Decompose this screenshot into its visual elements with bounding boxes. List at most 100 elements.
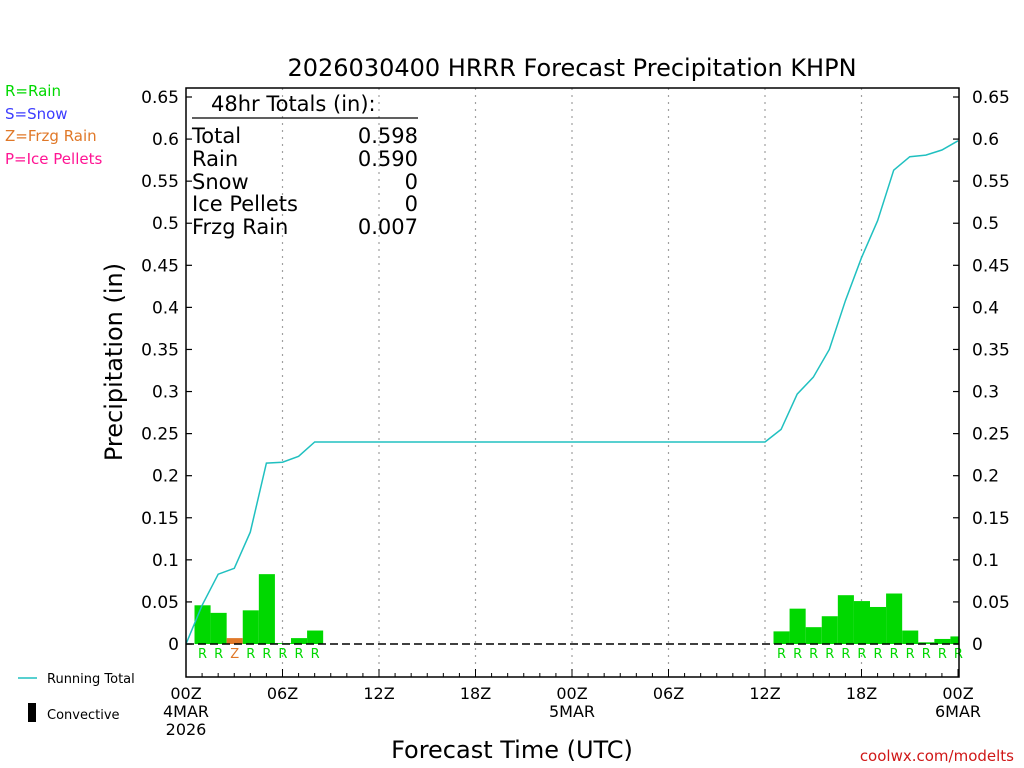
bar-type-label: R bbox=[311, 647, 320, 662]
bar-type-label: R bbox=[841, 647, 850, 662]
precip-type-legend: R=Rain S=Snow Z=Frzg Rain P=Ice Pellets bbox=[5, 82, 102, 168]
y-tick-label-left: 0.4 bbox=[152, 298, 179, 318]
totals-value-rain: 0.590 bbox=[358, 147, 418, 171]
bar-type-label: R bbox=[777, 647, 786, 662]
bar-type-label: R bbox=[246, 647, 255, 662]
x-tick-label: 6MAR bbox=[935, 702, 981, 721]
precip-bar bbox=[773, 631, 790, 644]
bar-type-label: R bbox=[214, 647, 223, 662]
line-legend: Running Total Convective bbox=[18, 672, 135, 723]
y-ticks-left: 0.65 0.6 0.55 0.5 0.45 0.4 0.35 0.3 0.25 0.2 0.15 0… bbox=[141, 88, 192, 655]
precip-bar bbox=[226, 638, 243, 644]
y-tick-label-right: 0.2 bbox=[972, 467, 999, 487]
precip-bar bbox=[886, 593, 903, 644]
y-tick-label-left: 0.65 bbox=[141, 88, 179, 108]
precip-bar bbox=[870, 606, 887, 644]
bar-type-label: R bbox=[198, 647, 207, 662]
x-tick-label: 12Z bbox=[363, 684, 394, 703]
precip-bar bbox=[291, 638, 308, 644]
bar-type-label: R bbox=[295, 647, 304, 662]
precip-bar bbox=[194, 605, 211, 644]
precip-bar bbox=[950, 636, 959, 644]
totals-label-frzg-rain: Frzg Rain bbox=[192, 215, 288, 239]
x-tick-label: 00Z bbox=[556, 684, 587, 703]
precip-bar bbox=[934, 638, 951, 644]
y-tick-label-left: 0.55 bbox=[141, 172, 179, 192]
y-tick-label-right: 0.65 bbox=[972, 88, 1010, 108]
y-tick-label-left: 0.45 bbox=[141, 256, 179, 276]
bar-type-label: R bbox=[809, 647, 818, 662]
convective-legend-swatch bbox=[28, 703, 36, 722]
totals-label-total: Total bbox=[191, 124, 241, 148]
bar-type-label: R bbox=[857, 647, 866, 662]
bar-type-label: R bbox=[825, 647, 834, 662]
y-tick-label-right: 0.55 bbox=[972, 172, 1010, 192]
x-tick-label: 2026 bbox=[166, 720, 207, 739]
y-ticks-right: 0.65 0.6 0.55 0.5 0.45 0.4 0.35 0.3 0.25 0.2 0.15 0… bbox=[953, 88, 1010, 655]
y-tick-label-left: 0.2 bbox=[152, 467, 179, 487]
y-tick-label-right: 0.3 bbox=[972, 383, 999, 403]
x-tick-label: 5MAR bbox=[549, 702, 595, 721]
bar-type-label: R bbox=[890, 647, 899, 662]
precip-bar bbox=[918, 642, 935, 644]
x-tick-label: 18Z bbox=[846, 684, 877, 703]
bar-type-label: R bbox=[922, 647, 931, 662]
legend-frzg-rain: Z=Frzg Rain bbox=[5, 127, 97, 145]
running-total-line bbox=[185, 140, 959, 645]
legend-ice-pellets: P=Ice Pellets bbox=[5, 150, 102, 168]
totals-header: 48hr Totals (in): bbox=[211, 92, 376, 116]
y-tick-label-right: 0.5 bbox=[972, 214, 999, 234]
legend-rain: R=Rain bbox=[5, 82, 61, 100]
precip-bar bbox=[853, 601, 870, 644]
bar-type-label: R bbox=[906, 647, 915, 662]
bar-type-label: Z bbox=[230, 647, 239, 662]
y-tick-label-right: 0.4 bbox=[972, 298, 999, 318]
y-tick-label-right: 0.15 bbox=[972, 509, 1010, 529]
x-tick-label: 06Z bbox=[267, 684, 298, 703]
precip-bar bbox=[258, 574, 275, 644]
precip-bar bbox=[307, 630, 324, 644]
y-tick-label-left: 0.15 bbox=[141, 509, 179, 529]
totals-value-frzg-rain: 0.007 bbox=[358, 215, 418, 239]
y-tick-label-left: 0.6 bbox=[152, 130, 179, 150]
precip-bar bbox=[242, 610, 259, 644]
y-tick-label-right: 0.1 bbox=[972, 551, 999, 571]
totals-value-ice-pellets: 0 bbox=[405, 192, 418, 216]
y-tick-label-left: 0.5 bbox=[152, 214, 179, 234]
precip-bar bbox=[902, 630, 919, 644]
bar-type-label: R bbox=[278, 647, 287, 662]
legend-snow: S=Snow bbox=[5, 105, 68, 123]
y-tick-label-right: 0.05 bbox=[972, 593, 1010, 613]
y-tick-label-right: 0 bbox=[972, 635, 983, 655]
x-tick-label: 4MAR bbox=[163, 702, 209, 721]
totals-box: 48hr Totals (in): Total 0.598 Rain 0.590… bbox=[191, 92, 418, 239]
precip-bar bbox=[210, 612, 227, 644]
y-tick-label-left: 0 bbox=[168, 635, 179, 655]
y-axis-label: Precipitation (in) bbox=[100, 263, 128, 461]
bar-type-label: R bbox=[262, 647, 271, 662]
vertical-gridlines bbox=[281, 88, 863, 677]
bar-type-label: R bbox=[938, 647, 947, 662]
precip-bar bbox=[837, 595, 854, 644]
y-tick-label-right: 0.25 bbox=[972, 425, 1010, 445]
bar-type-label: R bbox=[874, 647, 883, 662]
precip-bar bbox=[805, 627, 822, 644]
x-tick-label: 12Z bbox=[749, 684, 780, 703]
x-tick-label: 06Z bbox=[653, 684, 684, 703]
running-total-legend-label: Running Total bbox=[47, 672, 135, 687]
x-tick-label: 00Z bbox=[170, 684, 201, 703]
y-tick-label-left: 0.1 bbox=[152, 551, 179, 571]
totals-label-ice-pellets: Ice Pellets bbox=[192, 192, 298, 216]
y-tick-label-right: 0.45 bbox=[972, 256, 1010, 276]
precip-bar bbox=[789, 608, 806, 644]
convective-legend-label: Convective bbox=[47, 708, 120, 723]
y-tick-label-left: 0.25 bbox=[141, 425, 179, 445]
x-axis-label: Forecast Time (UTC) bbox=[391, 736, 633, 764]
bar-type-label: R bbox=[793, 647, 802, 662]
precip-bar bbox=[821, 616, 838, 644]
totals-value-total: 0.598 bbox=[358, 124, 418, 148]
chart-title: 2026030400 HRRR Forecast Precipitation K… bbox=[287, 54, 856, 82]
